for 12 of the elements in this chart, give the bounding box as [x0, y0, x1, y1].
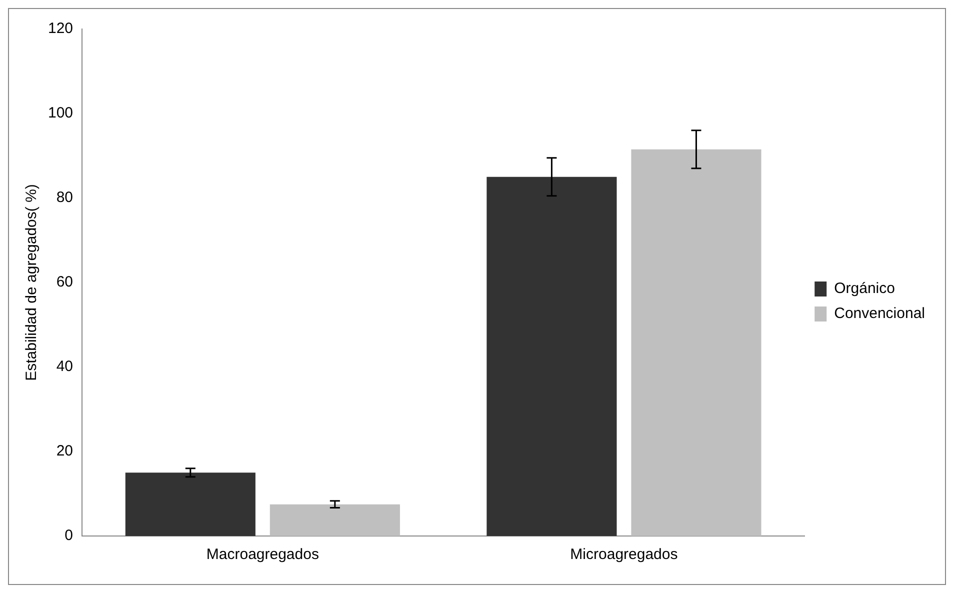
x-tick-label: Macroagregados: [206, 546, 319, 564]
y-tick-label: 20: [56, 442, 74, 460]
y-tick-label: 100: [48, 104, 74, 122]
legend-label: Orgánico: [834, 280, 895, 298]
y-tick-label: 60: [56, 274, 74, 291]
legend-label: Convencional: [834, 305, 926, 322]
y-tick-label: 0: [64, 527, 74, 544]
y-tick-label: 40: [56, 358, 74, 376]
x-tick-label: Microagregados: [570, 546, 678, 564]
y-tick-label: 80: [56, 189, 74, 206]
y-tick-label: 120: [48, 20, 74, 38]
y-axis-title: Estabilidad de agregados( %): [23, 184, 40, 381]
